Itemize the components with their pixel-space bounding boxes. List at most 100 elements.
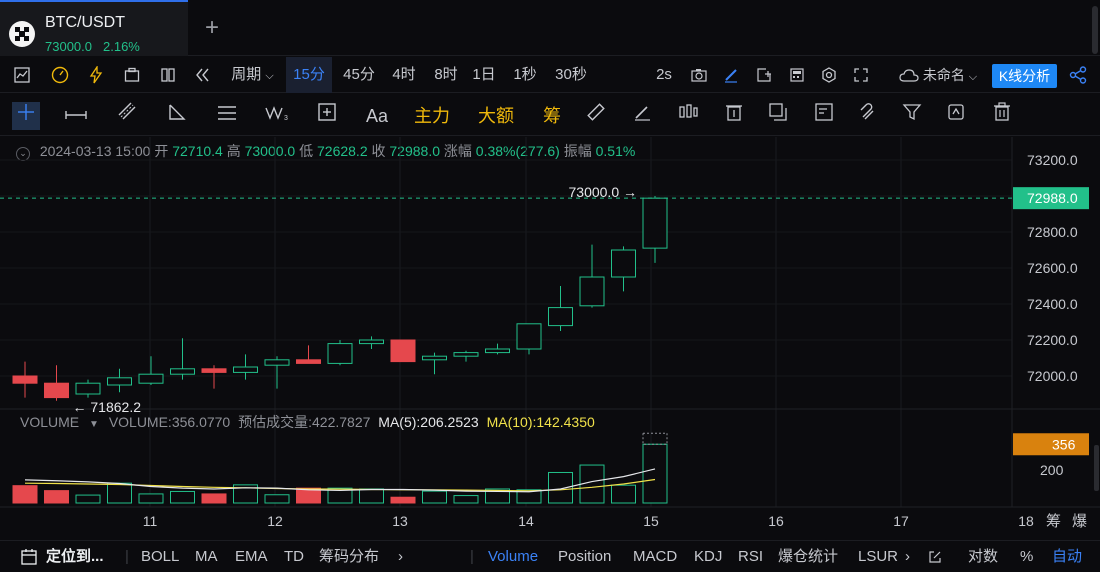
indicator-boll[interactable]: BOLL [141,548,180,565]
rewind-icon[interactable] [190,57,214,93]
layout-dropdown[interactable]: 未命名 ⌵ [893,57,983,93]
fullscreen-icon[interactable] [850,57,872,93]
interval-15m[interactable]: 15分 [286,57,332,93]
ohlc-legend: ⌄ 2024-03-13 15:00 开 72710.4 高 73000.0 低… [16,141,635,161]
volume-bar [107,482,132,504]
external-link-icon[interactable] [928,541,942,572]
text-tool[interactable]: Aa [365,106,389,126]
chevron-down-icon: ⌵ [265,70,274,82]
edit-note-icon[interactable] [810,96,838,136]
parallel-channel-icon[interactable] [113,96,141,136]
refresh-rate[interactable]: 2s [656,66,672,83]
volume-bar [359,488,384,504]
symbol-tab[interactable]: BTC/USDT 73000.0 2.16% [0,0,188,56]
kline-analysis-button[interactable]: K线分析 [992,64,1057,88]
filter-icon[interactable] [898,96,926,136]
horizontal-line-icon[interactable] [62,96,90,136]
sub-kdj[interactable]: KDJ [694,548,723,565]
candle-body [611,249,636,278]
pencil-icon[interactable] [720,57,742,93]
briefcase-icon[interactable] [120,57,144,93]
interval-1d[interactable]: 1日 [472,66,496,83]
indicator-ema[interactable]: EMA [235,548,268,565]
sub-lsur[interactable]: LSUR [858,548,899,565]
triangle-tool-icon[interactable] [163,96,191,136]
sub-macd[interactable]: MACD [633,548,678,565]
chevron-right-icon[interactable]: › [398,548,403,565]
volume-bar [516,489,542,504]
add-window-icon[interactable] [753,57,775,93]
volume-bar [642,443,668,504]
log-scale-toggle[interactable]: 对数 [968,548,999,565]
indicator-chips[interactable]: 筹码分布 [319,548,380,565]
add-indicator-icon[interactable] [313,96,341,136]
interval-45m[interactable]: 45分 [343,66,375,83]
low-value: 72628.2 [317,143,368,159]
sub-position[interactable]: Position [558,548,612,565]
chips-button[interactable]: 筹 [543,106,561,126]
magnet-icon[interactable] [854,96,882,136]
volume-bar [453,495,479,504]
sub-volume[interactable]: Volume [488,548,539,565]
auto-scale-toggle[interactable]: 自动 [1052,548,1083,565]
share-icon[interactable] [1066,57,1090,93]
tab-bar: BTC/USDT 73000.0 2.16% + [0,0,1100,56]
ruler-icon[interactable] [582,96,610,136]
candlestick-chart[interactable]: 11 12 13 14 15 16 17 18 73200.0 72800.0 72600.0 724… [0,137,1100,540]
time-tick-label: 11 [143,513,158,529]
volume-tick-label: 200 [1040,462,1064,478]
divider: | [125,548,129,565]
trash-icon[interactable] [988,96,1016,136]
chips-axis-icon: 筹 [1046,513,1061,530]
close-label: 收 [371,143,386,159]
liquidation-axis-icon: 爆 [1072,513,1087,530]
period-dropdown[interactable]: 周期 ⌵ [225,57,280,93]
fib-lines-icon[interactable] [213,96,241,136]
crosshair-icon[interactable] [12,102,40,130]
time-tick-label: 15 [643,513,659,529]
current-price-badge [1013,187,1089,210]
sync-icon[interactable] [942,96,970,136]
candles-icon[interactable] [674,96,702,136]
chart-toolbar: 周期 ⌵ 15分 45分 4时 8时 1日 1秒 30秒 2s 未命名 ⌵ [0,57,1100,93]
ma5-line [24,468,656,493]
copy-icon[interactable] [764,96,792,136]
trash-small-icon[interactable] [720,96,748,136]
scrollbar[interactable] [1092,6,1098,54]
add-tab-button[interactable]: + [205,14,220,41]
caret-down-icon[interactable]: ▼ [89,419,99,430]
locate-button[interactable]: 定位到... [20,541,104,572]
sub-rsi[interactable]: RSI [738,548,764,565]
wave-pattern-icon[interactable]: 3 [262,96,292,136]
camera-icon[interactable] [688,57,710,93]
candle-body [390,339,416,363]
large-orders-button[interactable]: 大额 [478,106,514,126]
interval-1s[interactable]: 1秒 [513,66,537,83]
interval-4h[interactable]: 4时 [392,66,416,83]
interval-30s[interactable]: 30秒 [555,66,587,83]
cloud-icon [899,67,923,83]
percent-toggle[interactable]: % [1020,548,1034,565]
price-tick-label: 72000.0 [1027,368,1078,384]
calculator-icon[interactable] [786,57,808,93]
indicator-ma[interactable]: MA [195,548,218,565]
lightning-icon[interactable] [84,57,108,93]
volume-bar [390,496,416,504]
settings-icon[interactable] [818,57,840,93]
brush-icon[interactable] [628,96,656,136]
candle-body [359,339,384,345]
main-force-button[interactable]: 主力 [414,106,450,126]
high-marker: 73000.0 → [569,184,638,200]
interval-8h[interactable]: 8时 [434,66,458,83]
sub-liquidation[interactable]: 爆仓统计 [778,548,839,565]
volume-estimate-label: 预估成交量: [238,414,312,430]
layout-columns-icon[interactable] [156,57,180,93]
indicator-td[interactable]: TD [284,548,304,565]
chevron-right-icon[interactable]: › [905,548,910,565]
price-tick-label: 73200.0 [1027,152,1078,168]
chevron-down-icon: ⌵ [968,71,978,83]
gauge-icon[interactable] [48,57,72,93]
divider: | [470,548,474,565]
open-value: 72710.4 [172,143,223,159]
line-chart-icon[interactable] [10,57,34,93]
